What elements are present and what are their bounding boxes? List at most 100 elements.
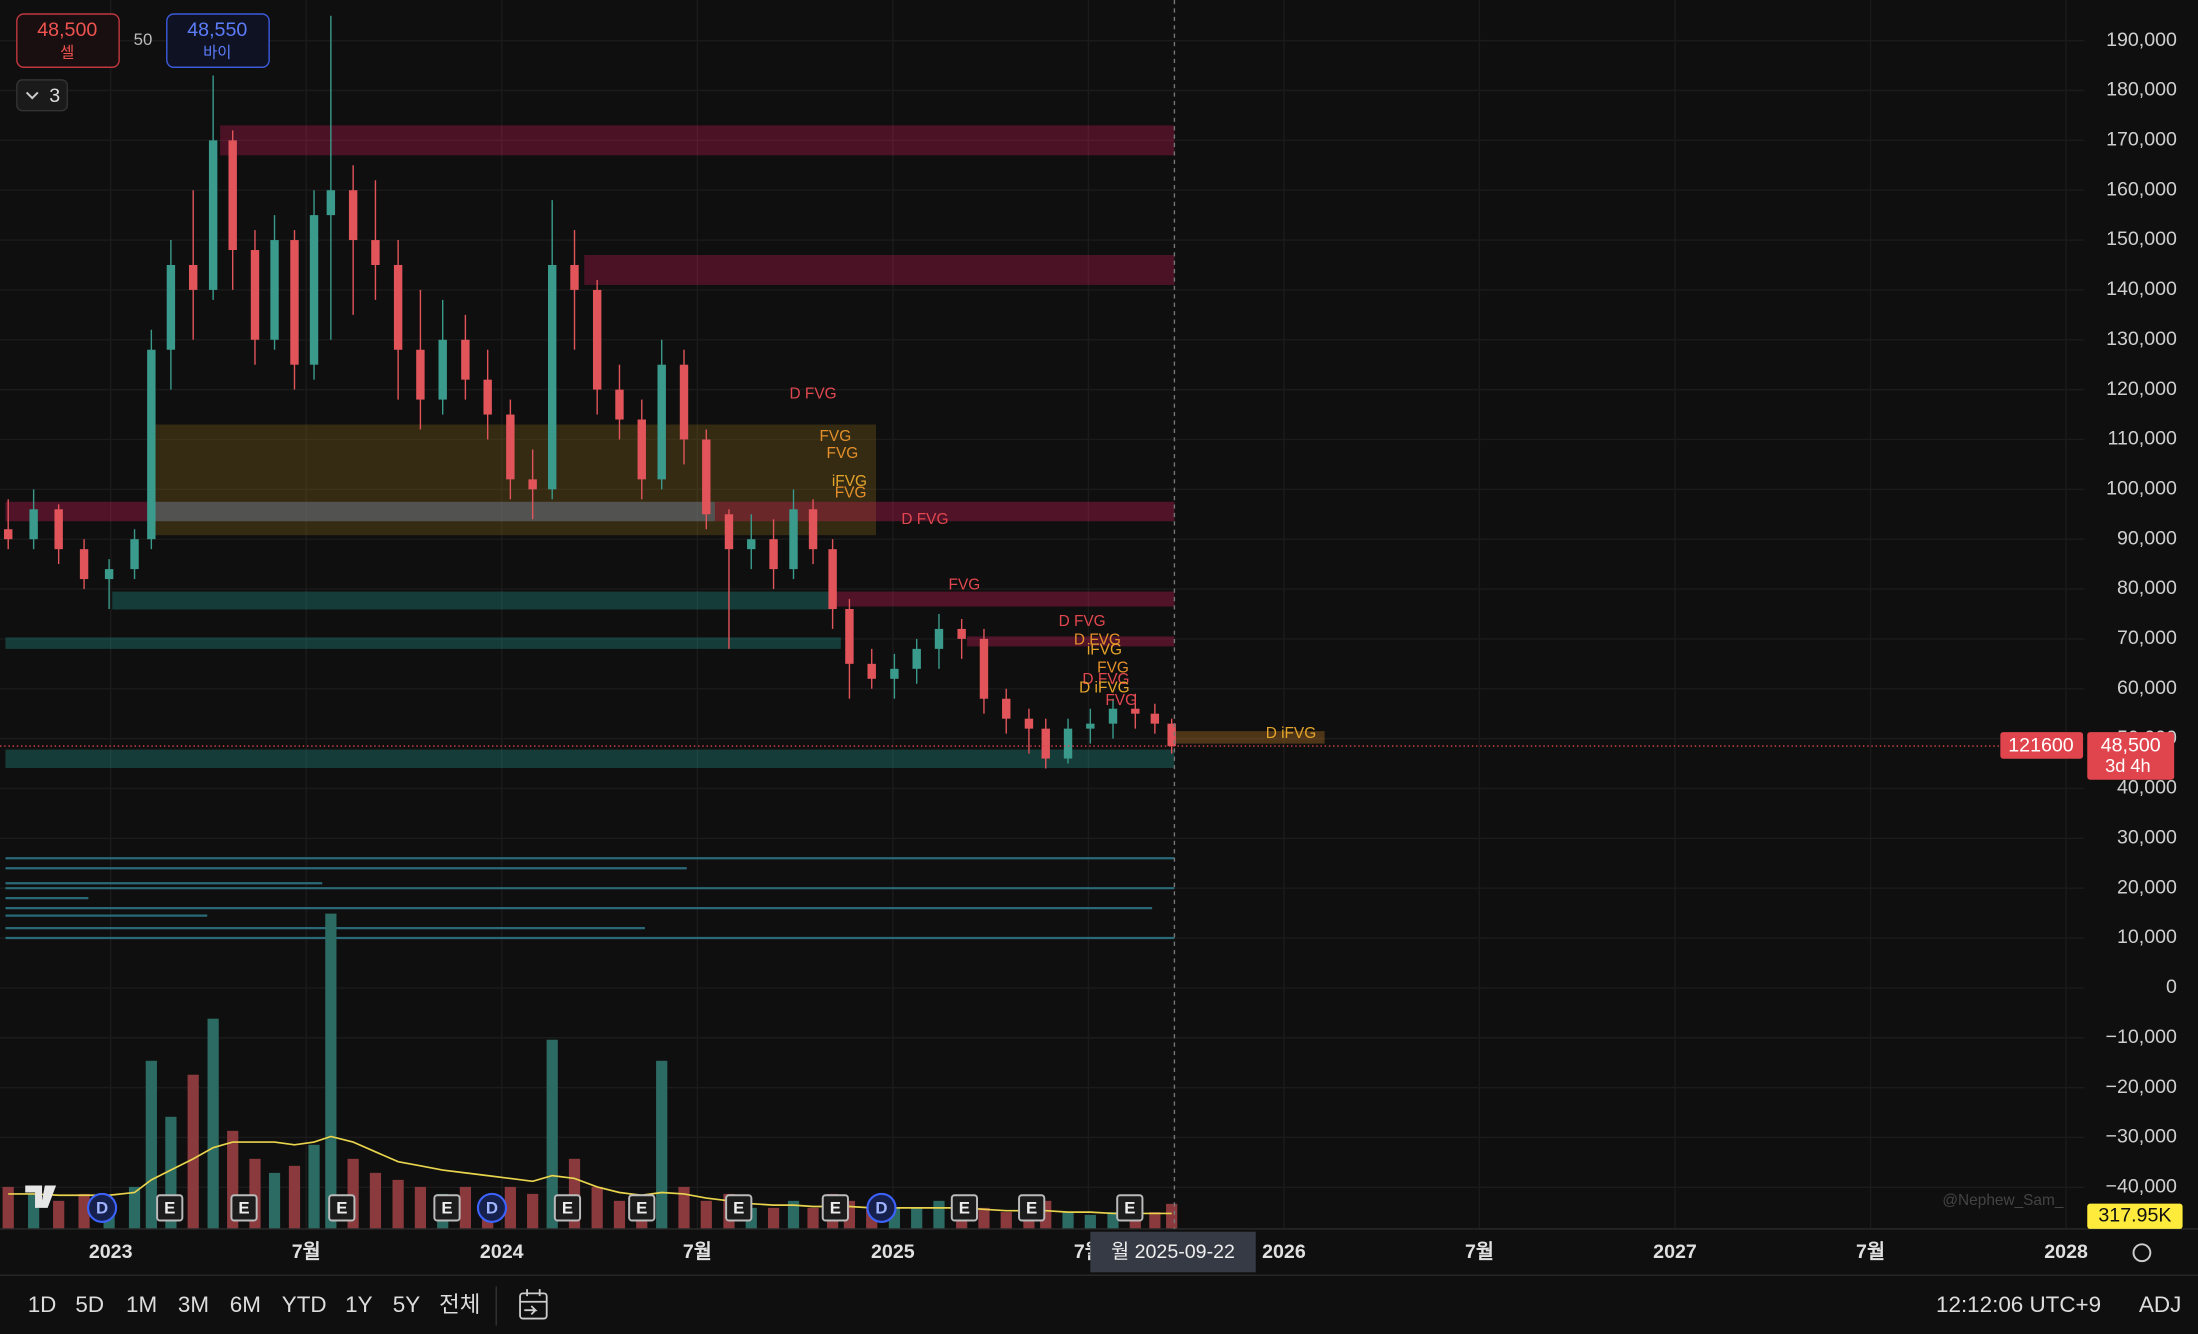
timeframe-button[interactable]: 1M [126,1292,157,1317]
candle-body [637,419,646,480]
event-label: E [733,1199,744,1218]
timeframe-button[interactable]: 6M [230,1292,261,1317]
zone-label: D iFVG [1266,725,1317,742]
zone-label: FVG [1097,659,1129,676]
volume-bar [888,1207,901,1229]
candle-body [188,264,198,290]
x-tick-label: 2028 [2044,1241,2088,1263]
x-tick-label: 2027 [1653,1241,1697,1263]
candle-body [769,539,778,570]
candle-body [54,509,63,550]
timeframe-button[interactable]: 5Y [393,1292,420,1317]
event-label: E [441,1199,452,1218]
candle-body [702,439,711,515]
clock: 12:12:06 UTC+9 [1936,1292,2101,1317]
volume-bar [1062,1212,1074,1229]
watermark: @Nephew_Sam_ [1942,1192,2063,1209]
volume-bar [2,1186,14,1229]
timeframe-button[interactable]: YTD [282,1292,327,1317]
volume-bar [128,1186,141,1229]
timeframe-button[interactable]: 1D [28,1292,57,1317]
fvg-zone [967,636,1175,647]
earnings-marker[interactable] [725,1194,753,1222]
y-tick-label: 100,000 [2106,478,2177,500]
earnings-marker[interactable] [628,1194,656,1222]
volume-bar [145,1060,157,1229]
volume-bar [165,1116,177,1229]
date-range-button[interactable] [519,1292,548,1320]
event-label: E [164,1199,175,1218]
y-tick-label: 110,000 [2108,428,2178,450]
timeframe-button[interactable]: 5D [75,1292,104,1317]
dividend-marker[interactable] [866,1192,897,1223]
volume-ma [8,1135,1172,1215]
candle-body [1108,708,1118,724]
sell-button[interactable] [16,13,120,68]
volume-bar [807,1207,819,1229]
volume-bar [504,1186,516,1229]
earnings-marker[interactable] [1018,1194,1046,1222]
candle-body [747,539,756,550]
candle-body [1041,728,1050,759]
event-label: E [636,1199,647,1218]
candle-body [789,509,798,570]
timeframe-button[interactable]: 3M [178,1292,209,1317]
volume-bar [527,1193,539,1229]
zone-label: D FVG [1059,613,1106,630]
buy-button[interactable] [166,13,270,68]
candle-body [979,638,989,699]
volume-bar [911,1207,923,1229]
last-price-box [2087,732,2175,780]
x-tick-label: 2023 [89,1241,133,1263]
candle-body [570,264,579,290]
volume-tag-box [2087,1203,2183,1229]
earnings-marker[interactable] [328,1194,356,1222]
dividend-marker[interactable] [87,1192,118,1223]
fvg-zone [5,501,1175,522]
volume-bar [568,1158,581,1229]
earnings-marker[interactable] [230,1194,258,1222]
earnings-marker[interactable] [821,1194,849,1222]
y-tick-label: 130,000 [2106,328,2177,350]
candle-body [104,569,114,580]
volume-bar [369,1172,382,1229]
y-tick-label: 180,000 [2106,79,2177,101]
volume-bar [308,1144,320,1229]
y-tick-label: 80,000 [2117,577,2177,599]
earnings-marker[interactable] [156,1194,184,1222]
candle-body [808,509,818,550]
candle-body [890,668,899,679]
adj-button[interactable]: ADJ [2139,1292,2181,1317]
earnings-marker[interactable] [1116,1194,1144,1222]
y-tick-label: 40,000 [2117,777,2177,799]
volume-bar [1166,1203,1178,1229]
earnings-marker[interactable] [433,1194,461,1222]
zone-label: D FVG [901,511,948,528]
candle-body [348,190,358,241]
earnings-marker[interactable] [553,1194,582,1222]
candle-body [166,264,176,350]
volume-bar [207,1018,219,1229]
event-label: E [336,1199,347,1218]
timeframe-button[interactable]: 1Y [345,1292,372,1317]
volume-bar [1149,1212,1161,1229]
settings-icon[interactable] [2132,1243,2152,1263]
x-tick-label: 7월 [292,1241,321,1263]
zone-label: FVG [949,577,981,594]
earnings-marker[interactable] [950,1194,979,1222]
volume-bar [288,1165,301,1229]
zone-label: FVG [835,484,867,501]
event-label: E [1124,1199,1135,1218]
x-tick-label: 7월 [683,1241,712,1263]
volume-bar [187,1074,199,1229]
y-tick-label: 30,000 [2117,827,2177,849]
y-tick-label: −30,000 [2106,1126,2178,1148]
volume-bar [613,1200,626,1229]
candle-body [309,215,319,365]
timeframe-button[interactable]: 전체 [439,1292,480,1317]
candle-body [483,379,492,415]
dividend-marker[interactable] [476,1192,508,1223]
layers-toggle[interactable] [16,79,68,112]
